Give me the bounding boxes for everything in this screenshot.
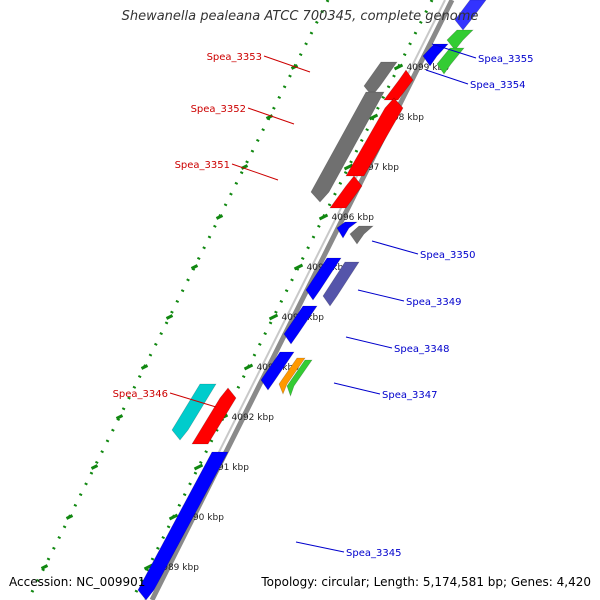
gene-label: Spea_3355	[478, 54, 533, 65]
gene-spea-3350-b-shape	[349, 225, 374, 245]
gene-spea-3355-b-shape	[446, 29, 474, 51]
gene-spea-3352	[310, 91, 385, 203]
gene-spea-3345	[137, 451, 229, 600]
ruler-tick	[193, 463, 204, 471]
ruler-tick	[243, 363, 254, 371]
gene-spea-3347-b-shape	[278, 357, 306, 395]
ruler-tick	[343, 163, 354, 171]
ruler-label: 4091 kbp	[207, 463, 250, 473]
gene-spea-3349-shape	[305, 257, 342, 301]
gene-spea-3347-c-shape	[286, 359, 313, 397]
outer-ruler-tick	[215, 214, 224, 220]
gene-label-leader	[333, 382, 381, 395]
outer-tick-rail	[26, 0, 330, 600]
gene-label-leader	[247, 107, 295, 125]
gene-spea-3355-shape	[454, 0, 487, 31]
outer-ruler-tick	[90, 464, 99, 470]
gene-spea-3354-shape	[422, 43, 449, 67]
outer-ruler-tick	[40, 564, 49, 570]
accession-label: Accession: NC_009901	[9, 575, 146, 589]
gene-spea-3345-shape	[137, 451, 229, 600]
ruler-tick	[318, 213, 329, 221]
ruler-label: 4099 kbp	[407, 63, 450, 73]
gene-label: Spea_3353	[207, 52, 262, 63]
gene-label-leader	[263, 55, 311, 73]
gene-spea-3348-shape	[283, 305, 318, 345]
gene-label-leader	[231, 163, 279, 181]
gene-label-leader	[431, 43, 477, 59]
outer-ruler-tick	[115, 414, 124, 420]
gene-spea-3349-b	[322, 261, 360, 307]
gene-spea-3349	[305, 257, 342, 301]
gene-spea-3346-shape	[171, 383, 217, 441]
gene-spea-3354-b	[436, 47, 465, 75]
ruler-label: 4092 kbp	[232, 413, 275, 423]
gene-spea-3352-b-shape	[345, 97, 404, 177]
gene-label: Spea_3347	[382, 390, 437, 401]
gene-spea-3346	[171, 383, 217, 441]
gene-label: Spea_3346	[113, 389, 168, 400]
gene-spea-3354	[422, 43, 449, 67]
gene-spea-3350-shape	[336, 221, 358, 239]
gene-spea-3347-shape	[260, 351, 295, 391]
gene-label-leader	[345, 336, 393, 349]
gene-spea-3350	[336, 221, 358, 239]
gene-spea-3352-shape	[310, 91, 385, 203]
ruler-label: 4098 kbp	[382, 113, 425, 123]
gene-label: Spea_3345	[346, 548, 401, 559]
ruler-tick	[368, 113, 379, 121]
gene-spea-3351	[329, 175, 363, 209]
gene-label: Spea_3350	[420, 250, 475, 261]
outer-ruler-tick	[65, 514, 74, 520]
gene-spea-3350-b	[349, 225, 374, 245]
gene-spea-3346-b-shape	[191, 387, 237, 445]
gene-spea-3346-b	[191, 387, 237, 445]
ruler-tick	[168, 513, 179, 521]
gene-spea-3347-c	[286, 359, 313, 397]
gene-spea-3355-b	[446, 29, 474, 51]
gene-spea-3353	[363, 61, 398, 97]
ruler-label: 4097 kbp	[357, 163, 400, 173]
gene-label-leader	[357, 289, 405, 302]
gene-label: Spea_3354	[470, 80, 525, 91]
ruler-tick	[293, 263, 304, 271]
gene-spea-3347	[260, 351, 295, 391]
gene-label-leader	[425, 69, 469, 85]
outer-ruler-tick	[165, 314, 174, 320]
gene-spea-3349-b-shape	[322, 261, 360, 307]
ruler-label: 4089 kbp	[157, 563, 200, 573]
gene-label: Spea_3352	[191, 104, 246, 115]
gene-label: Spea_3349	[406, 297, 461, 308]
gene-spea-3351-shape	[329, 175, 363, 209]
genome-summary: Topology: circular; Length: 5,174,581 bp…	[261, 575, 591, 589]
map-title: Shewanella pealeana ATCC 700345, complet…	[121, 9, 479, 24]
gene-spea-3355	[454, 0, 487, 31]
outer-ruler-tick	[190, 264, 199, 270]
gene-spea-3348	[283, 305, 318, 345]
gene-label-leader	[169, 392, 217, 408]
outer-ruler-tick	[140, 364, 149, 370]
inner-tick-rail	[130, 0, 434, 600]
ruler-label: 4090 kbp	[182, 513, 225, 523]
ruler-tick	[268, 313, 279, 321]
gene-label-leader	[371, 240, 419, 255]
ruler-label: 4096 kbp	[332, 213, 375, 223]
ruler-tick	[393, 63, 404, 71]
gene-spea-3347-b	[278, 357, 306, 395]
gene-spea-3354-b-shape	[436, 47, 465, 75]
gene-label: Spea_3351	[175, 160, 230, 171]
gene-spea-3352-b	[345, 97, 404, 177]
gene-label: Spea_3348	[394, 344, 449, 355]
gene-label-leader	[295, 541, 345, 553]
gene-spea-3353-shape	[363, 61, 398, 97]
